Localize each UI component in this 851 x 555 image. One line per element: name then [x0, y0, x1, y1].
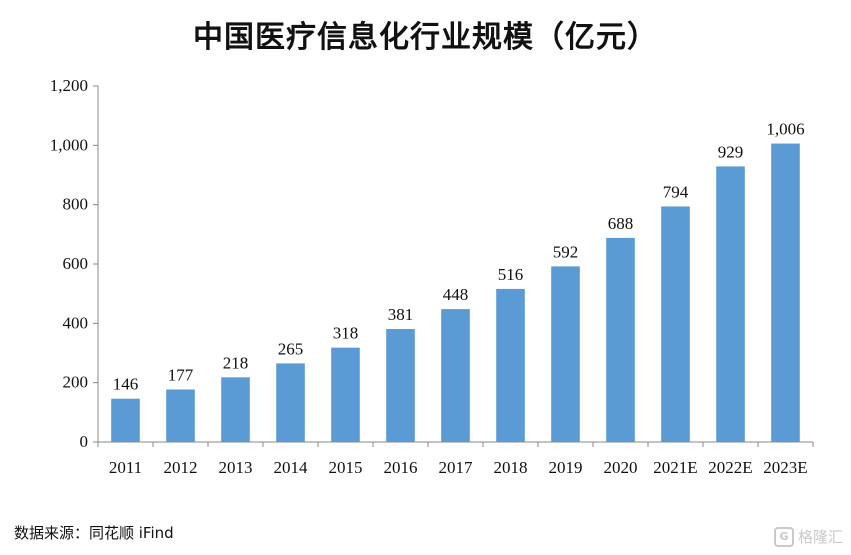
data-label-2018: 516 [498, 265, 524, 284]
watermark-text: 格隆汇 [797, 528, 843, 546]
x-tick-label-2020: 2020 [604, 458, 638, 477]
bar-2014 [276, 363, 305, 442]
x-tick-label-2013: 2013 [219, 458, 253, 477]
data-label-2021E: 794 [663, 182, 689, 201]
bar-2023E [771, 143, 800, 442]
x-tick-label-2016: 2016 [384, 458, 418, 477]
y-tick-label: 400 [63, 313, 89, 332]
bar-2015 [331, 347, 360, 442]
bar-2013 [221, 377, 250, 442]
y-tick-label: 1,000 [50, 135, 88, 154]
watermark-logo-icon: G [773, 526, 794, 547]
data-label-2023E: 1,006 [766, 120, 804, 139]
y-tick-label: 1,200 [50, 76, 88, 95]
data-label-2012: 177 [168, 365, 194, 384]
bars-group [111, 143, 800, 442]
watermark: G 格隆汇 [773, 526, 843, 547]
bar-2022E [716, 166, 745, 442]
data-label-2022E: 929 [718, 142, 744, 161]
data-label-2020: 688 [608, 214, 634, 233]
y-axis: 0 200 400 600 800 1,000 1,200 [50, 76, 99, 451]
y-tick-label: 800 [63, 195, 89, 214]
bar-2016 [386, 328, 415, 442]
data-label-2017: 448 [443, 285, 469, 304]
x-axis: 2011 2012 2013 2014 2015 2016 2017 2018 2019 2020… [97, 441, 814, 477]
y-tick-label: 200 [63, 373, 89, 392]
x-tick-label-2021E: 2021E [653, 458, 697, 477]
x-tick-label-2015: 2015 [329, 458, 363, 477]
data-label-2013: 218 [223, 353, 249, 372]
x-tick-label-2017: 2017 [439, 458, 474, 477]
bar-2019 [551, 266, 580, 442]
x-tick-label-2012: 2012 [164, 458, 198, 477]
x-tick-label-2023E: 2023E [763, 458, 807, 477]
bar-2011 [111, 398, 140, 442]
bar-2017 [441, 309, 470, 442]
x-tick-label-2022E: 2022E [708, 458, 752, 477]
bar-chart: 0 200 400 600 800 1,000 1,200 2011 2012 2013 2014… [50, 76, 814, 477]
data-label-2016: 381 [388, 305, 414, 324]
data-label-2019: 592 [553, 242, 579, 261]
x-tick-label-2014: 2014 [274, 458, 309, 477]
data-source-note: 数据来源：同花顺 iFind [14, 524, 174, 542]
x-tick-label-2018: 2018 [494, 458, 528, 477]
data-label-2014: 265 [278, 339, 304, 358]
x-tick-label-2011: 2011 [109, 458, 142, 477]
chart-title: 中国医疗信息化行业规模（亿元） [193, 20, 658, 55]
bar-2018 [496, 288, 525, 442]
x-tick-label-2019: 2019 [549, 458, 583, 477]
data-labels-group: 146 177 218 265 318 381 448 516 592 688 794 929 1,00… [113, 120, 805, 394]
data-label-2015: 318 [333, 324, 359, 343]
bar-2020 [606, 237, 635, 442]
bar-2012 [166, 389, 195, 442]
data-label-2011: 146 [113, 375, 139, 394]
y-tick-label: 600 [63, 254, 89, 273]
bar-2021E [661, 206, 690, 442]
y-tick-label: 0 [80, 432, 89, 451]
